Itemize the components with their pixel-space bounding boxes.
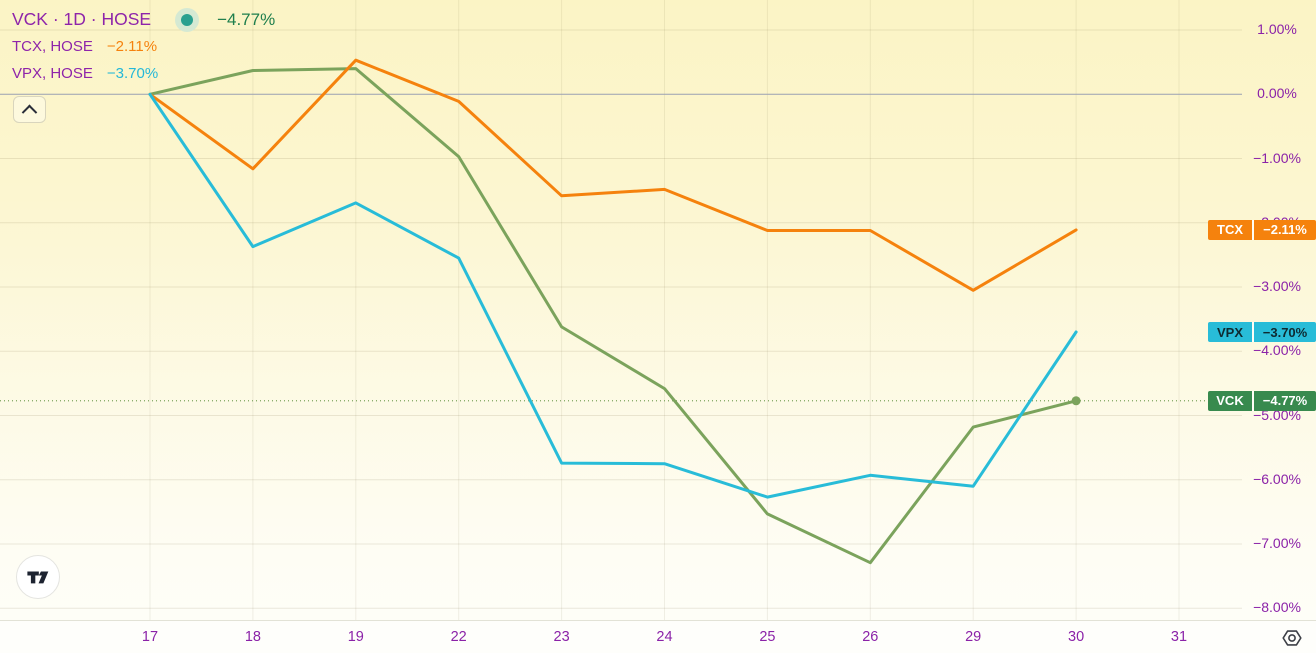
legend-compare-row-tcx[interactable]: TCX, HOSE −2.11% (12, 33, 275, 60)
badge-value: −4.77% (1254, 390, 1316, 411)
legend-main-row[interactable]: VCK · 1D · HOSE −4.77% (12, 6, 275, 33)
series-line-vck[interactable] (148, 67, 1078, 565)
series-marker-halo (175, 7, 200, 32)
badge-value: −3.70% (1254, 322, 1316, 343)
legend-compare-row-vpx[interactable]: VPX, HOSE −3.70% (12, 60, 275, 87)
date-tick-label: 24 (656, 629, 673, 645)
legend-collapse-button[interactable] (13, 96, 46, 123)
date-tick-label: 23 (553, 629, 570, 645)
date-tick-label: 30 (1068, 629, 1085, 645)
price-tick-label: −3.00% (1253, 278, 1301, 295)
price-tick-label: −6.00% (1253, 470, 1301, 487)
badge-symbol: TCX (1208, 219, 1252, 240)
price-tick-label: 0.00% (1257, 85, 1297, 102)
hexagon-nut-icon (1282, 630, 1302, 646)
date-tick-label: 22 (450, 629, 467, 645)
price-badge-tcx: TCX −2.11% (1208, 219, 1316, 240)
date-tick-label: 26 (862, 629, 879, 645)
compare-symbol-title[interactable]: TCX, HOSE (12, 38, 93, 55)
legend-tcx-change: −2.11% (106, 38, 158, 55)
main-symbol-title[interactable]: VCK · 1D · HOSE (12, 9, 152, 29)
badge-value: −2.11% (1254, 219, 1316, 240)
price-tick-label: −1.00% (1253, 149, 1301, 166)
price-tick-label: −4.00% (1253, 342, 1301, 359)
legend-vpx-change: −3.70% (106, 65, 159, 82)
price-tick-label: −8.00% (1253, 599, 1301, 616)
chevron-up-icon (21, 104, 38, 121)
badge-symbol: VCK (1208, 390, 1252, 411)
legend-main-change: −4.77% (217, 9, 276, 29)
badge-divider (1252, 322, 1254, 343)
chart-canvas[interactable] (0, 0, 1316, 620)
tv-logo-icon (27, 571, 49, 583)
date-tick-label: 29 (965, 629, 982, 645)
date-tick-label: 18 (244, 629, 261, 645)
badge-symbol: VPX (1208, 322, 1252, 343)
badge-divider (1252, 390, 1254, 411)
settings-icon[interactable] (1280, 626, 1304, 650)
badge-divider (1252, 219, 1254, 240)
price-badge-vck: VCK −4.77% (1208, 390, 1316, 411)
time-scale[interactable]: 17 18 19 22 23 24 25 26 29 30 31 (0, 620, 1316, 653)
chart-legend: VCK · 1D · HOSE −4.77% TCX, HOSE −2.11% … (12, 6, 275, 87)
compare-symbol-title[interactable]: VPX, HOSE (12, 65, 93, 82)
price-tick-label: −7.00% (1253, 535, 1301, 552)
price-scale[interactable]: 1.00%0.00%−1.00%−2.00%−3.00%−4.00%−5.00%… (1206, 0, 1316, 620)
date-tick-label: 25 (759, 629, 776, 645)
series-dot-icon (181, 13, 194, 26)
date-tick-label: 31 (1170, 629, 1188, 645)
series-end-dot (1071, 396, 1081, 406)
series-line-tcx[interactable] (148, 58, 1078, 292)
date-tick-label: 17 (141, 629, 159, 645)
series-line-vpx[interactable] (148, 92, 1078, 499)
tradingview-logo[interactable] (16, 555, 60, 599)
date-tick-label: 19 (347, 629, 364, 645)
price-badge-vpx: VPX −3.70% (1208, 322, 1316, 343)
price-tick-label: 1.00% (1257, 21, 1297, 38)
